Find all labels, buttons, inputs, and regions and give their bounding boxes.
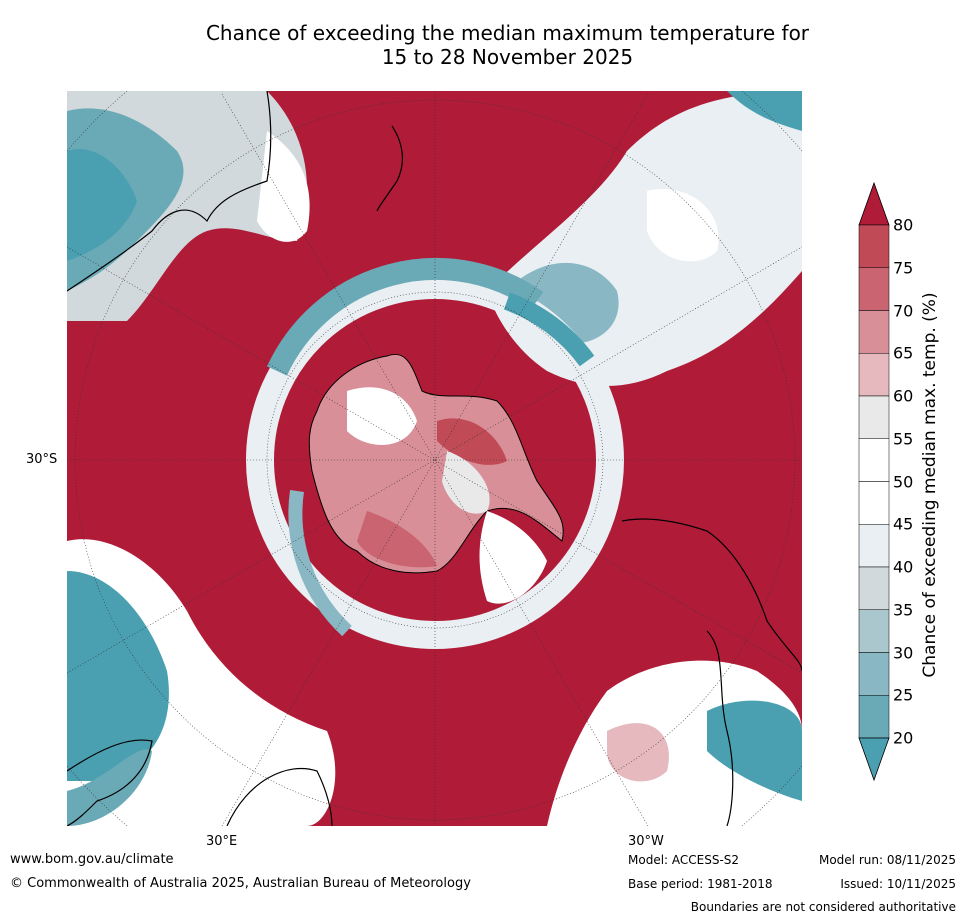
- colorbar-tick: 35: [893, 600, 914, 620]
- colorbar-tick: 60: [893, 386, 914, 406]
- colorbar-tick: 80: [893, 215, 914, 235]
- coastline-australia: [67, 91, 272, 292]
- colorbar-tick: 45: [893, 514, 914, 534]
- colorbar-tick: 50: [893, 472, 914, 491]
- colorbar-tick: 55: [893, 429, 914, 449]
- colorbar-bin-30-35: [858, 609, 890, 653]
- model-text: Model: ACCESS-S2: [628, 853, 740, 867]
- colorbar-tick: 40: [893, 557, 914, 577]
- colorbar-bin-65-70: [858, 310, 890, 354]
- map-title: Chance of exceeding the median maximum t…: [150, 21, 865, 69]
- colorbar-label: Chance of exceeding median max. temp. (%…: [920, 292, 940, 678]
- title-line-1: Chance of exceeding the median maximum t…: [205, 21, 810, 45]
- colorbar-tick: 65: [893, 343, 914, 363]
- coastline-africa: [67, 739, 333, 826]
- website-link[interactable]: www.bom.gov.au/climate: [10, 852, 174, 867]
- lon-label-30e: 30°E: [206, 834, 238, 849]
- colorbar-bin-75-80: [858, 224, 890, 268]
- lat-label-30s: 30°S: [26, 452, 58, 467]
- coastline-south-america: [621, 518, 802, 826]
- base-period-text: Base period: 1981-2018: [628, 877, 773, 891]
- lon-label-30w: 30°W: [628, 834, 664, 849]
- colorbar-bin-45-50: [858, 481, 890, 525]
- title-line-2: 15 to 28 November 2025: [381, 45, 634, 69]
- copyright-text: © Commonwealth of Australia 2025, Austra…: [10, 876, 471, 891]
- graticule: [67, 91, 802, 826]
- colorbar-tick: 20: [893, 728, 914, 748]
- colorbar-extend-low: [858, 737, 890, 782]
- colorbar-tick: 70: [893, 301, 914, 320]
- colorbar-bin-70-75: [858, 267, 890, 311]
- probability-map: [67, 91, 802, 826]
- colorbar-bin-35-40: [858, 566, 890, 610]
- colorbar-bin-50-55: [858, 438, 890, 482]
- colorbar-tick: 75: [893, 258, 914, 278]
- colorbar-bin-25-30: [858, 652, 890, 696]
- coastline-new-zealand: [376, 125, 404, 212]
- colorbar-bin-20-25: [858, 695, 890, 739]
- colorbar-extend-high: [858, 182, 890, 226]
- colorbar-tick: 25: [893, 685, 914, 705]
- model-run-text: Model run: 08/11/2025: [818, 853, 956, 867]
- colorbar-bin-40-45: [858, 524, 890, 568]
- colorbar: [858, 182, 890, 782]
- disclaimer-text: Boundaries are not considered authoritat…: [690, 900, 956, 914]
- colorbar-bin-60-65: [858, 353, 890, 397]
- colorbar-bin-55-60: [858, 395, 890, 439]
- issued-text: Issued: 10/11/2025: [840, 877, 956, 891]
- colorbar-tick: 30: [893, 643, 914, 662]
